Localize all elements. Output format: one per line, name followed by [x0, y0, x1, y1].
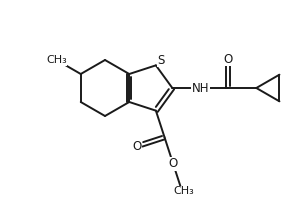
Text: O: O	[168, 157, 178, 170]
Text: S: S	[157, 54, 164, 67]
Text: O: O	[132, 140, 142, 153]
Text: O: O	[224, 53, 233, 66]
Text: NH: NH	[192, 82, 209, 94]
Text: CH₃: CH₃	[173, 186, 194, 196]
Text: CH₃: CH₃	[46, 55, 67, 65]
